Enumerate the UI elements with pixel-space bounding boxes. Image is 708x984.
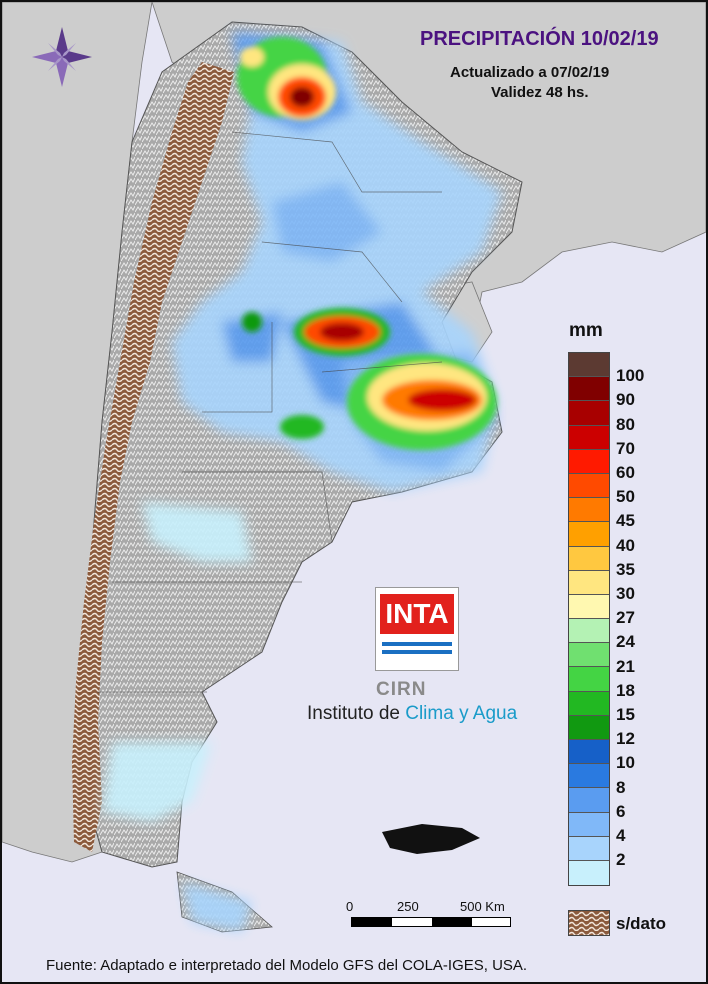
- legend-label: 90: [616, 390, 635, 410]
- scale-label-0: 0: [346, 899, 354, 914]
- institute-prefix: Instituto de: [307, 703, 406, 724]
- legend-swatch: [569, 594, 609, 620]
- legend-swatch: [569, 401, 609, 426]
- legend-label: 12: [616, 729, 635, 749]
- malvinas-islands: [382, 824, 480, 854]
- legend-label: 100: [616, 366, 645, 386]
- inta-wordmark: INTA: [380, 594, 454, 634]
- legend-label: 50: [616, 487, 635, 507]
- legend-swatch: [569, 353, 609, 378]
- legend-label: 60: [616, 463, 635, 482]
- legend-swatch: [569, 619, 609, 644]
- cirn-wordmark: CIRN: [376, 679, 427, 700]
- scale-segment: [352, 918, 392, 926]
- legend-swatch: [569, 425, 609, 450]
- legend-label: 70: [616, 438, 635, 458]
- scale-bar: [351, 917, 511, 927]
- legend-swatch: [569, 860, 609, 886]
- logo-stripe: [382, 650, 452, 654]
- legend-label: 8: [616, 777, 626, 797]
- legend-label: 35: [616, 559, 635, 579]
- scale-label-250: 250: [397, 899, 419, 914]
- legend-unit: mm: [569, 320, 603, 341]
- legend-swatch: [569, 498, 609, 523]
- legend-swatch: [569, 546, 609, 571]
- legend-label: 45: [616, 511, 635, 531]
- no-data-andes-band: [72, 62, 234, 852]
- legend-label: 24: [616, 632, 635, 652]
- legend-swatch: [569, 764, 609, 789]
- institute-name: Instituto de Clima y Agua: [307, 703, 517, 725]
- map-title: PRECIPITACIÓN 10/02/19: [420, 28, 659, 50]
- legend-label: 21: [616, 656, 635, 676]
- legend-label: 18: [616, 680, 635, 700]
- legend-label: 15: [616, 705, 635, 724]
- legend-swatch: [569, 788, 609, 813]
- legend-label: 2: [616, 850, 626, 870]
- inta-logo: INTA: [375, 587, 459, 671]
- legend-swatch: [569, 740, 609, 765]
- source-footer: Fuente: Adaptado e interpretado del Mode…: [46, 957, 528, 974]
- legend-swatch: [569, 449, 609, 474]
- legend-swatch: [569, 377, 609, 402]
- legend-swatch: [569, 522, 609, 547]
- legend-swatch: [569, 812, 609, 837]
- legend-swatch: [569, 667, 609, 692]
- updated-date: Actualizado a 07/02/19: [450, 64, 610, 81]
- legend-label: 27: [616, 608, 635, 628]
- no-data-label: s/dato: [616, 914, 667, 933]
- legend-label: 10: [616, 753, 635, 773]
- legend-label: 80: [616, 414, 635, 434]
- legend-label: 40: [616, 535, 635, 555]
- precipitation-cores: [237, 37, 497, 450]
- legend-label: 6: [616, 801, 626, 821]
- legend-swatch: [569, 691, 609, 716]
- legend-swatch: [569, 715, 609, 740]
- legend-label: 4: [616, 826, 626, 845]
- legend-swatch: [569, 643, 609, 668]
- institute-highlight: Clima y Agua: [405, 703, 518, 724]
- compass-rose-icon: [32, 27, 92, 87]
- legend-swatch: [569, 836, 609, 861]
- validity: Validez 48 hs.: [491, 84, 589, 101]
- scale-label-500: 500 Km: [460, 899, 505, 914]
- no-data-swatch: [568, 910, 610, 936]
- provincial-borders: [97, 131, 443, 693]
- legend-swatch: [569, 473, 609, 499]
- legend-label: 30: [616, 584, 635, 603]
- scale-segment: [432, 918, 472, 926]
- logo-stripe: [382, 642, 452, 646]
- legend-swatch: [569, 570, 609, 595]
- color-legend: [568, 352, 610, 887]
